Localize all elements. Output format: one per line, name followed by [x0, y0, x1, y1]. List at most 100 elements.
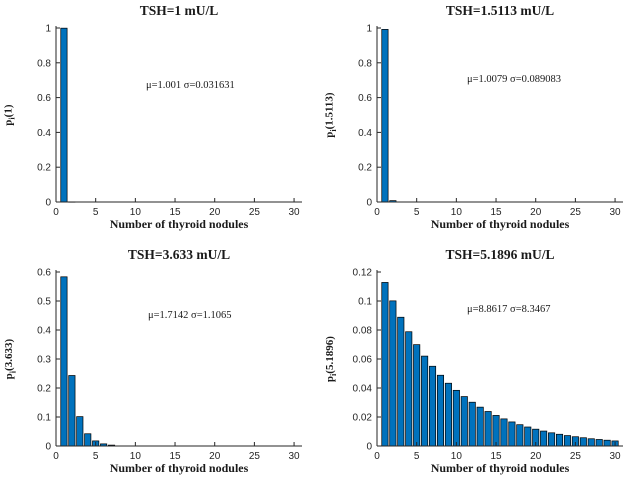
bar — [389, 300, 397, 447]
x-tick-label: 0 — [53, 451, 59, 462]
x-tick-label: 25 — [249, 207, 261, 218]
bar — [563, 435, 571, 447]
chart-title: TSH=1.5113 mU/L — [445, 3, 555, 18]
y-tick-label: 0 — [45, 442, 51, 453]
x-tick-label: 30 — [289, 207, 301, 218]
x-tick-label: 15 — [490, 207, 502, 218]
bar — [524, 426, 532, 447]
y-tick-label: 0 — [366, 198, 372, 209]
bar — [587, 438, 595, 447]
y-tick-label: 0.4 — [37, 128, 51, 139]
x-tick-label: 0 — [53, 207, 59, 218]
y-tick-label: 0.3 — [37, 355, 51, 366]
stats-annotation: μ=1.7142 σ=1.1065 — [148, 310, 232, 321]
x-tick-label: 5 — [414, 207, 420, 218]
y-tick-label: 0.8 — [358, 58, 372, 69]
chart-title: TSH=5.1896 mU/L — [445, 247, 555, 262]
x-tick-label: 10 — [130, 451, 142, 462]
chart-panel-tsh-3-633: 0 0.1 0.2 0.3 0.4 0.5 0.6 0 5 10 15 20 25 30 TSH=3.63… — [0, 244, 320, 487]
bar — [84, 433, 92, 447]
x-tick-label: 10 — [451, 451, 463, 462]
x-tick-label: 20 — [530, 451, 542, 462]
stats-annotation: μ=8.8617 σ=8.3467 — [467, 304, 551, 315]
chart-panel-tsh-1-5113: 0 0.2 0.4 0.6 0.8 1 0 5 10 15 20 25 30 TSH=1.5113 mU… — [321, 0, 641, 243]
y-tick-label: 0.12 — [353, 268, 373, 279]
x-axis-label: Number of thyroid nodules — [430, 461, 570, 475]
y-tick-label: 1 — [366, 24, 372, 35]
y-tick-label: 1 — [45, 24, 51, 35]
y-tick-label: 0.08 — [353, 326, 373, 337]
x-tick-label: 25 — [249, 451, 261, 462]
bar — [381, 282, 389, 447]
bar — [579, 437, 587, 447]
y-tick-label: 0.6 — [37, 93, 51, 104]
bar — [60, 276, 68, 447]
bar — [444, 382, 452, 447]
y-tick-label: 0.8 — [37, 58, 51, 69]
x-tick-label: 15 — [169, 207, 181, 218]
bar — [460, 396, 468, 447]
x-tick-label: 25 — [570, 207, 582, 218]
x-tick-label: 20 — [209, 207, 221, 218]
bar — [413, 344, 421, 447]
x-tick-label: 5 — [93, 207, 99, 218]
bar — [595, 439, 603, 447]
x-tick-label: 30 — [610, 451, 622, 462]
x-axis-label: Number of thyroid nodules — [109, 217, 249, 231]
y-tick-label: 0.1 — [37, 413, 51, 424]
y-tick-label: 0.06 — [353, 355, 373, 366]
y-tick-label: 0.2 — [358, 163, 372, 174]
bar — [476, 406, 484, 447]
bar — [555, 433, 564, 447]
bar — [381, 29, 389, 203]
x-axis-label: Number of thyroid nodules — [430, 217, 570, 231]
x-tick-label: 25 — [570, 451, 582, 462]
bar — [500, 418, 508, 447]
bar — [68, 375, 76, 447]
y-tick-label: 0.5 — [37, 297, 51, 308]
x-tick-label: 10 — [451, 207, 463, 218]
y-tick-label: 0.6 — [358, 93, 372, 104]
x-tick-label: 20 — [209, 451, 221, 462]
chart-panel-tsh-1: 0 0.2 0.4 0.6 0.8 1 0 5 10 15 20 25 30 TSH=1 mU/L pi… — [0, 0, 320, 243]
x-tick-label: 5 — [93, 451, 99, 462]
bar — [452, 389, 460, 447]
y-axis-label: pi(5.1896) — [323, 336, 339, 382]
x-tick-label: 20 — [530, 207, 542, 218]
y-tick-label: 0.4 — [37, 326, 51, 337]
y-axis-label: pi(3.633) — [2, 338, 18, 380]
y-tick-label: 0.1 — [358, 297, 372, 308]
x-tick-label: 5 — [414, 451, 420, 462]
y-tick-label: 0.2 — [37, 384, 51, 395]
y-tick-label: 0 — [366, 442, 372, 453]
bar — [421, 355, 429, 447]
chart-title: TSH=3.633 mU/L — [127, 247, 231, 262]
bar — [516, 424, 524, 447]
y-tick-label: 0 — [45, 198, 51, 209]
x-tick-label: 10 — [130, 207, 142, 218]
plot-area: 0 0.02 0.04 0.06 0.08 0.1 0.12 0 5 10 15 20 25 30 — [353, 268, 623, 462]
bar — [468, 401, 476, 447]
plot-area: 0 0.1 0.2 0.3 0.4 0.5 0.6 0 5 10 15 20 25 30 — [37, 268, 302, 462]
bar — [60, 27, 68, 203]
bar — [540, 430, 548, 447]
bar — [484, 411, 492, 447]
stats-annotation: μ=1.001 σ=0.031631 — [146, 80, 235, 91]
plot-area: 00.20.40.60.810 5 10 15 20 25 30 — [37, 24, 302, 218]
x-tick-label: 15 — [169, 451, 181, 462]
bar — [405, 331, 413, 447]
y-axis-label: pi(1) — [2, 104, 18, 126]
y-tick-label: 0.4 — [358, 128, 372, 139]
plot-area: 00.20.40.60.810 5 10 15 20 25 30 — [358, 24, 623, 218]
bar — [508, 421, 516, 447]
bar — [429, 365, 437, 447]
y-tick-label: 0.04 — [353, 384, 373, 395]
stats-annotation: μ=1.0079 σ=0.089083 — [467, 74, 562, 85]
y-axis-label: pi(1.5113) — [323, 92, 339, 138]
bar — [397, 316, 405, 447]
y-tick-label: 0.2 — [37, 163, 51, 174]
chart-panel-tsh-5-1896: 0 0.02 0.04 0.06 0.08 0.1 0.12 0 5 10 15 20 25 30 TSH… — [321, 244, 641, 487]
bar — [436, 374, 445, 447]
chart-title: TSH=1 mU/L — [139, 3, 219, 18]
